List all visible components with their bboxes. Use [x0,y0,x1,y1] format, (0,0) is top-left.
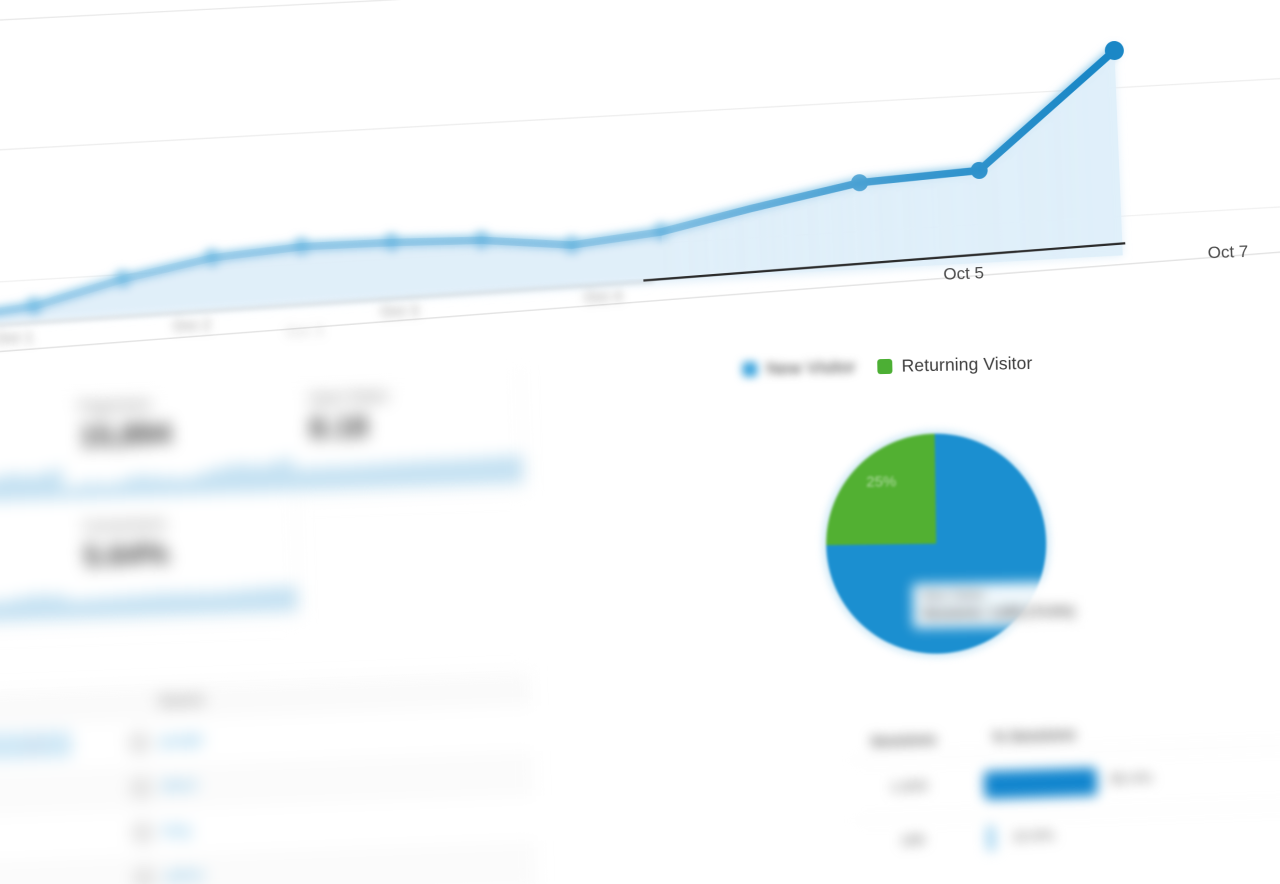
x-tick-label-oct5: Oct 5 [943,263,984,283]
x-tick-label-blurred-4: Oct 3 [285,323,324,341]
source-link[interactable]: yahoo [164,867,205,884]
avatar [130,821,155,845]
visitor-type-pie-chart[interactable]: 25% New Visitor Sessions: 1,826 (74.6%) [768,383,1122,708]
pie-slice-label-returning: 25% [866,473,896,490]
x-tick-label-blurred-2: Oct 3 [380,303,419,321]
source-link[interactable]: direct [161,777,198,795]
stat-card-sparkline [0,467,64,507]
x-tick-label-blurred-0: Oct 1 [0,329,34,347]
stat-card-label: Conversions [82,515,167,536]
visits-line-chart-svg: Oct 5 Oct 7 Oct 1 Oct 2 Oct 3 Oct 4 Oct … [0,0,1280,364]
x-tick-label-oct7: Oct 7 [1207,242,1248,262]
avatar [132,865,157,884]
avatar [127,731,152,755]
stat-card-conversions[interactable]: Conversions 5.64% [64,498,300,628]
stat-cards-region: Sessions 2,456 Pageviews 15,894 Open Rat… [0,364,739,665]
sessions-bar-table[interactable]: Sessions % Sessions 1,826 89.4% 189 10.6… [852,713,1280,884]
chart-series-sharp [0,41,1124,333]
bar-row-value: 89.4% [1109,769,1153,789]
legend-swatch-returning-visitor [877,358,893,374]
legend-label-new-visitor: New Visitor [766,356,856,378]
bar-row-label: 1,826 [889,777,928,796]
chart-axis-line-blurred [0,280,654,336]
legend-item-returning-visitor[interactable]: Returning Visitor [877,352,1033,376]
pie-chart-legend: New Visitor Returning Visitor [742,344,1143,386]
visitor-type-pie-svg: 25% [822,429,1051,658]
stat-card-sessions[interactable]: Sessions 2,456 [0,386,66,516]
top-sources-table[interactable]: Source google direct bing yahoo [0,672,538,884]
legend-label-returning-visitor: Returning Visitor [901,352,1033,376]
bar-row-bar [985,825,997,852]
x-tick-label-blurred-1: Oct 2 [173,317,212,335]
source-link[interactable]: bing [162,822,191,840]
visits-line-chart[interactable]: Oct 5 Oct 7 Oct 1 Oct 2 Oct 3 Oct 4 Oct … [0,0,1280,390]
x-tick-labels-blurred: Oct 1 Oct 2 Oct 3 Oct 4 Oct 3 [0,288,623,347]
stat-card-label: Pageviews [78,395,152,416]
stat-card-bounce-rate[interactable]: Bounce Rate 42.9% [0,506,70,636]
pie-tooltip: New Visitor Sessions: 1,826 (74.6%) [912,581,1100,629]
avatar [129,776,153,800]
stat-card-value: 8.18 [308,410,369,446]
legend-swatch-new-visitor [742,361,758,377]
stat-card-value: 15,894 [79,417,172,454]
stat-card-sparkline [63,456,294,499]
source-link[interactable]: google [159,732,204,750]
pie-slice-returning-visitor[interactable] [825,433,937,546]
bar-row-bar [983,767,1098,800]
legend-item-new-visitor[interactable]: New Visitor [742,356,856,379]
bar-table-header-sessions: Sessions [870,731,937,751]
table-header-source: Source [158,692,205,710]
bar-row-label: 189 [899,831,926,850]
stat-card-open-rates[interactable]: Open Rates 8.18 [289,370,525,500]
stat-card-value: 5.64% [83,537,170,574]
x-tick-label-blurred-3: Oct 4 [584,288,623,306]
bar-table-header-pct-sessions: % Sessions [992,726,1077,747]
stat-card-pageviews[interactable]: Pageviews 15,894 [59,378,295,508]
stat-card-label: Open Rates [308,387,389,408]
stat-card-sparkline [292,454,524,491]
chart-baseline-hairline [0,246,1280,364]
stat-card-sparkline [0,594,68,627]
chart-axis-line [643,242,1126,282]
pie-tooltip-line2: Sessions: 1,826 (74.6%) [922,603,1075,621]
bar-row-value: 10.6% [1011,827,1055,846]
stat-card-sparkline [67,585,298,619]
